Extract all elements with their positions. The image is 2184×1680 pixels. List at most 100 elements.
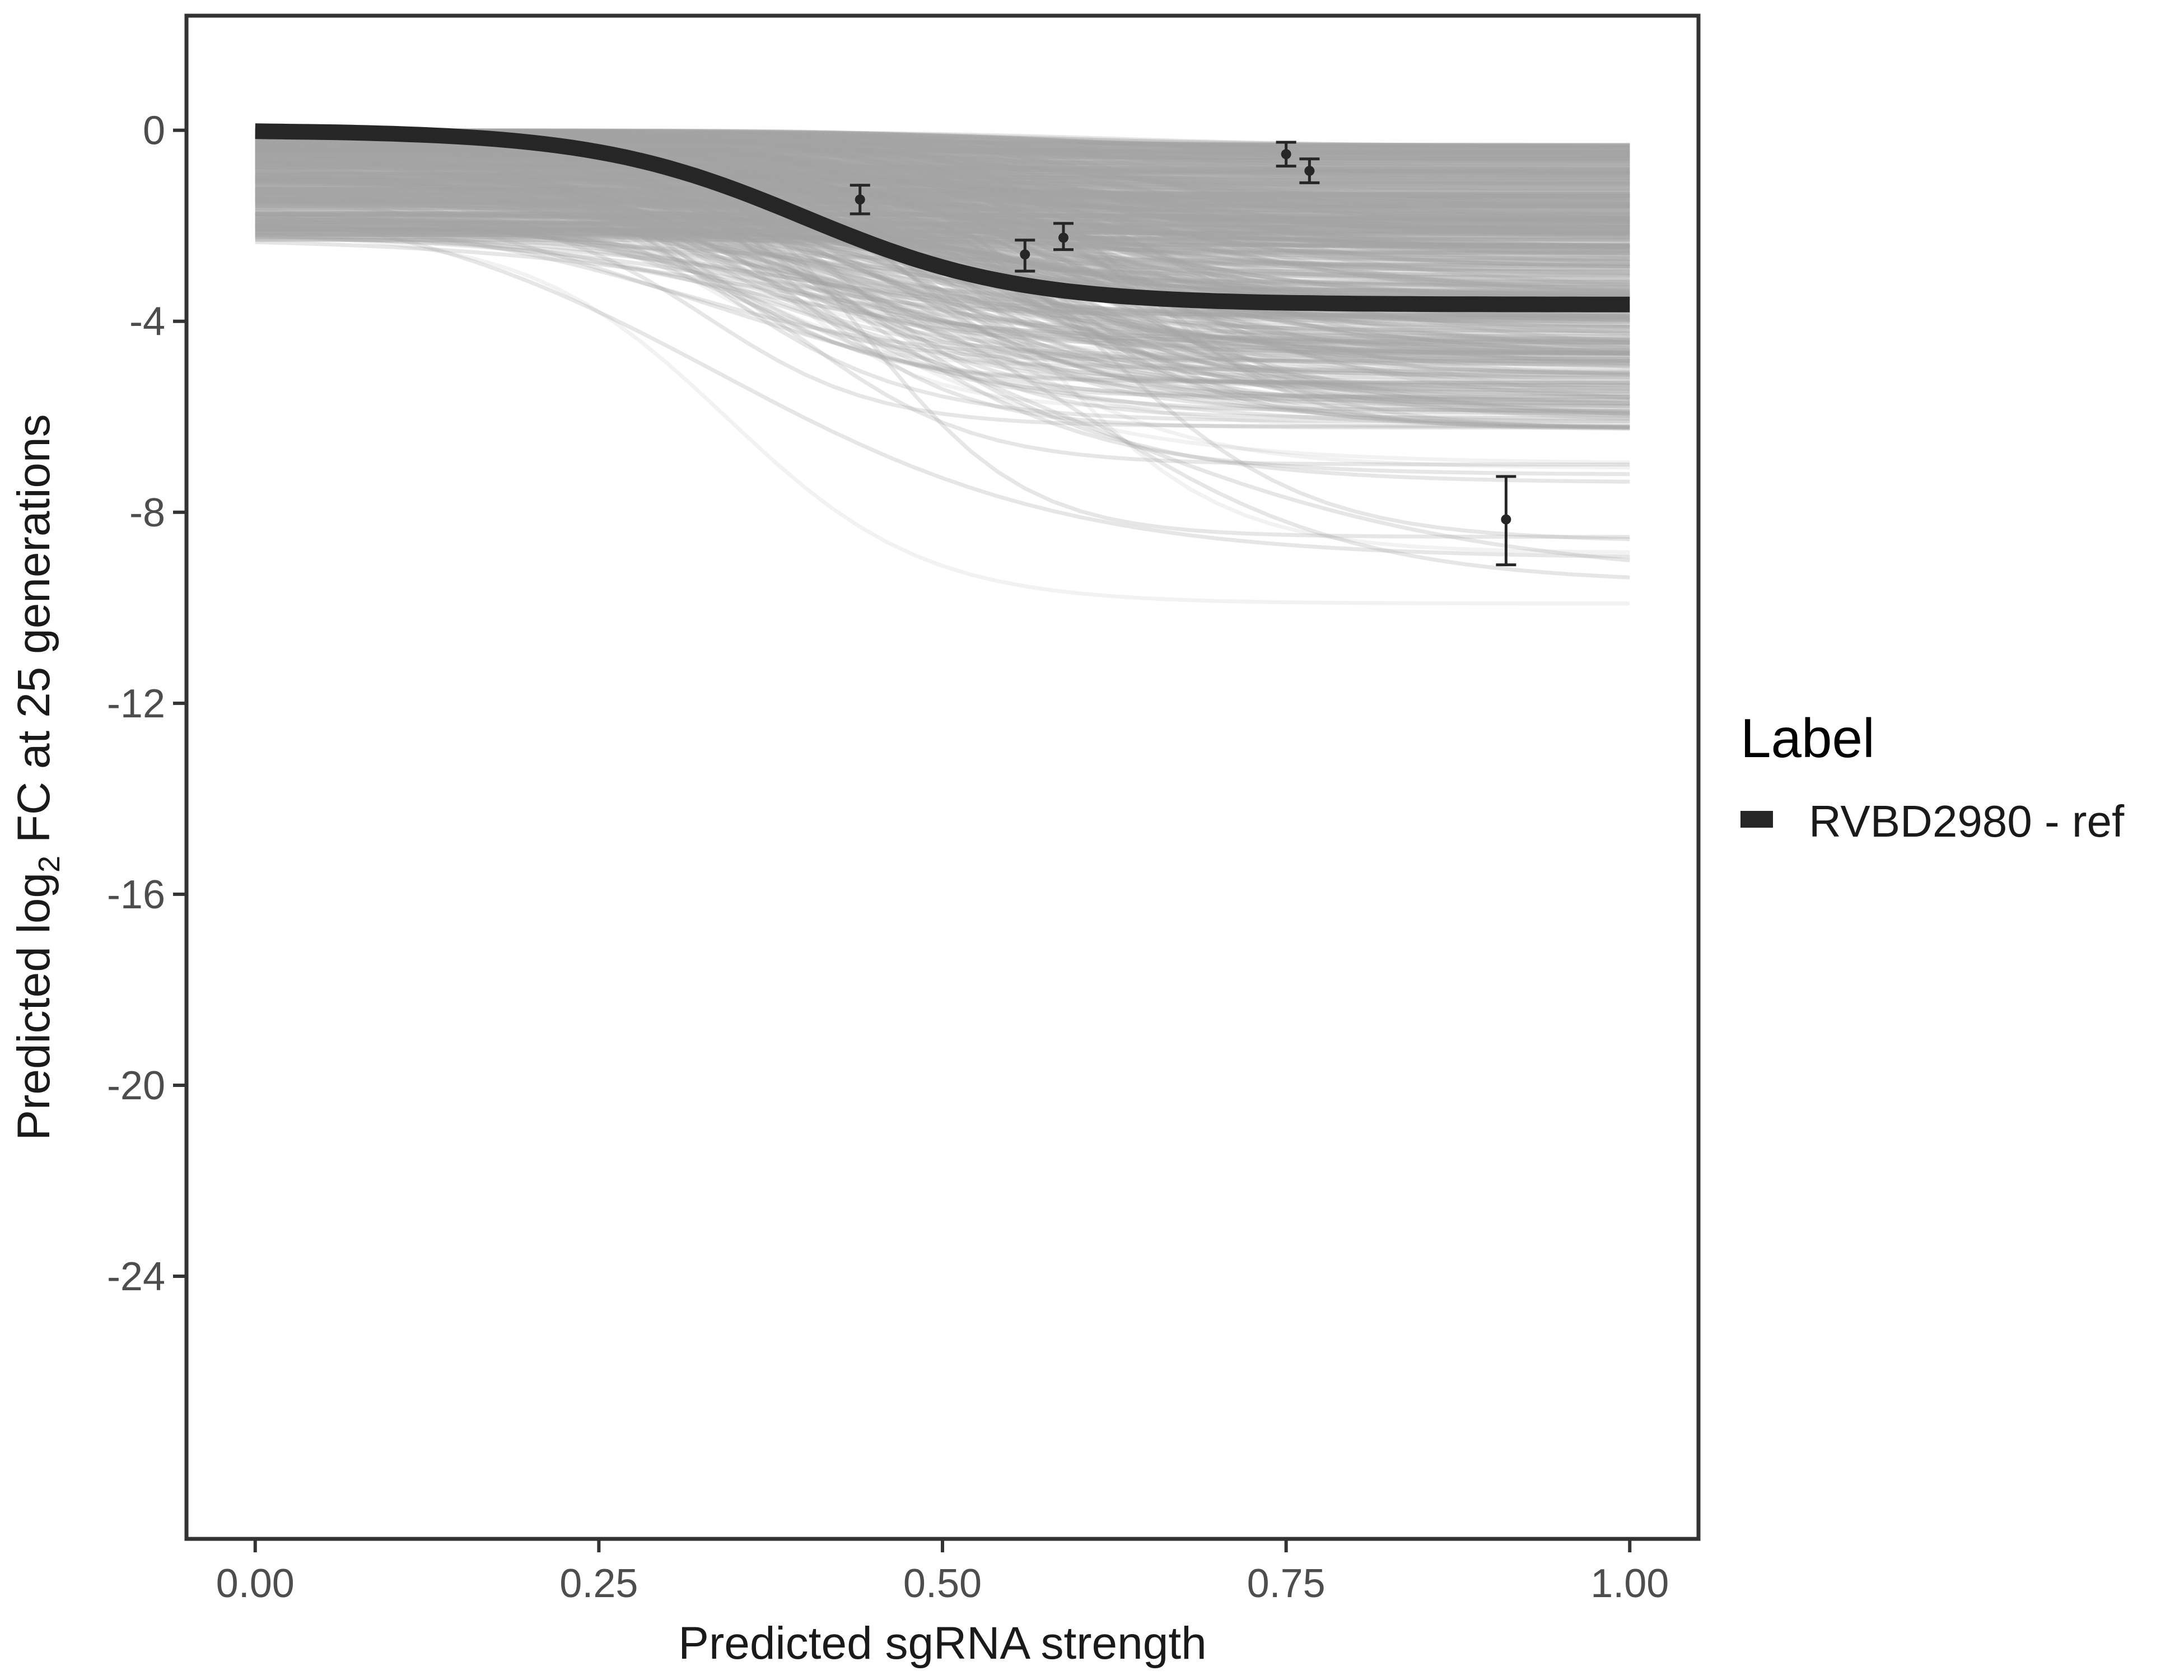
posterior-draw-line — [255, 182, 1630, 315]
posterior-draw-line — [255, 152, 1630, 318]
posterior-draw-line — [255, 136, 1630, 275]
posterior-draw-line — [255, 148, 1630, 345]
posterior-draw-line — [255, 172, 1630, 178]
posterior-draws — [255, 128, 1630, 606]
posterior-draw-line — [255, 187, 1630, 196]
posterior-draw-line — [255, 218, 1630, 227]
posterior-draw-line — [255, 233, 1630, 242]
posterior-draw-line — [255, 215, 1630, 225]
posterior-draw-line — [255, 202, 1630, 211]
posterior-draw-line — [255, 220, 1630, 363]
posterior-draw-line — [255, 147, 1630, 155]
posterior-draw-line — [255, 142, 1630, 384]
posterior-draw-line — [255, 204, 1630, 320]
x-tick-label: 0.25 — [559, 1561, 638, 1606]
posterior-draw-line — [255, 145, 1630, 342]
posterior-draw-line — [255, 200, 1630, 209]
observation-point — [1015, 239, 1035, 273]
posterior-draw-line — [255, 165, 1630, 174]
posterior-draw-line — [255, 150, 1630, 201]
posterior-draw-line — [255, 136, 1630, 224]
posterior-draw-line — [255, 170, 1630, 235]
posterior-draw-line — [255, 138, 1630, 345]
posterior-draw-line — [255, 175, 1630, 232]
posterior-draw-line — [255, 176, 1630, 206]
posterior-draw-line — [255, 182, 1630, 298]
observation-dot — [1281, 149, 1291, 160]
posterior-draw-line — [255, 141, 1630, 358]
posterior-draw-line — [255, 158, 1630, 287]
posterior-draw-line — [255, 132, 1630, 358]
posterior-draw-line — [255, 141, 1630, 539]
posterior-draw-line — [255, 132, 1630, 343]
posterior-draw-line — [255, 133, 1630, 407]
posterior-draw-line — [255, 144, 1630, 354]
observation-dot — [1501, 514, 1511, 525]
posterior-draw-line — [255, 202, 1630, 212]
posterior-draw-line — [255, 192, 1630, 201]
posterior-draw-line — [255, 149, 1630, 158]
posterior-draw-line — [255, 150, 1630, 169]
posterior-draw-line — [255, 147, 1630, 221]
posterior-draw-line — [255, 137, 1630, 248]
posterior-draw-line — [255, 145, 1630, 229]
posterior-draw-line — [255, 233, 1630, 242]
posterior-draw-line — [255, 214, 1630, 223]
posterior-draw-line — [255, 144, 1630, 209]
posterior-draw-line — [255, 195, 1630, 335]
posterior-draw-line — [255, 220, 1630, 229]
posterior-draw-line — [255, 213, 1630, 222]
posterior-draw-line — [255, 230, 1630, 239]
posterior-draw-line — [255, 176, 1630, 185]
posterior-draw-line — [255, 146, 1630, 155]
posterior-draw-line — [255, 222, 1630, 403]
posterior-draw-line — [255, 200, 1630, 222]
posterior-draw-line — [255, 235, 1630, 267]
posterior-draw-line — [255, 170, 1630, 180]
posterior-draw-line — [255, 227, 1630, 236]
posterior-draw-line — [255, 132, 1630, 316]
posterior-draw-line — [255, 217, 1630, 470]
posterior-draw-line — [255, 196, 1630, 206]
posterior-draw-line — [255, 165, 1630, 174]
posterior-draw-line — [255, 160, 1630, 298]
posterior-draw-line — [255, 180, 1630, 355]
posterior-draw-line — [255, 161, 1630, 279]
posterior-draw-line — [255, 154, 1630, 391]
y-axis-title-subscript: 2 — [32, 856, 66, 872]
posterior-draw-line — [255, 146, 1630, 186]
posterior-draw-line — [255, 165, 1630, 224]
posterior-draw-line — [255, 217, 1630, 347]
posterior-draw-line — [255, 189, 1630, 198]
posterior-draw-line — [255, 197, 1630, 394]
posterior-draw-line — [255, 152, 1630, 300]
observation-point — [850, 184, 870, 216]
posterior-draw-line — [255, 181, 1630, 429]
posterior-draw-line — [255, 165, 1630, 379]
posterior-draw-line — [255, 138, 1630, 320]
posterior-draw-line — [255, 202, 1630, 211]
x-tick-label: 1.00 — [1590, 1561, 1669, 1606]
posterior-draw-line — [255, 155, 1630, 175]
posterior-draw-line — [255, 137, 1630, 222]
x-tick-label: 0.00 — [216, 1561, 295, 1606]
posterior-draw-line — [255, 225, 1630, 234]
posterior-draw-line — [255, 149, 1630, 228]
posterior-draw-line — [255, 147, 1630, 248]
posterior-draw-line — [255, 235, 1630, 268]
posterior-draw-line — [255, 153, 1630, 162]
posterior-draw-line — [255, 172, 1630, 344]
posterior-draw-line — [255, 211, 1630, 220]
posterior-draw-line — [255, 139, 1630, 342]
posterior-draw-line — [255, 141, 1630, 373]
posterior-draw-line — [255, 204, 1630, 213]
posterior-draw-line — [255, 198, 1630, 354]
posterior-draw-line — [255, 211, 1630, 559]
posterior-draw-line — [255, 152, 1630, 232]
posterior-draw-line — [255, 190, 1630, 200]
posterior-draw-line — [255, 207, 1630, 290]
posterior-draw-line — [255, 143, 1630, 172]
posterior-draw-line — [255, 195, 1630, 208]
observation-dot — [1020, 249, 1030, 260]
posterior-draw-line — [255, 227, 1630, 236]
